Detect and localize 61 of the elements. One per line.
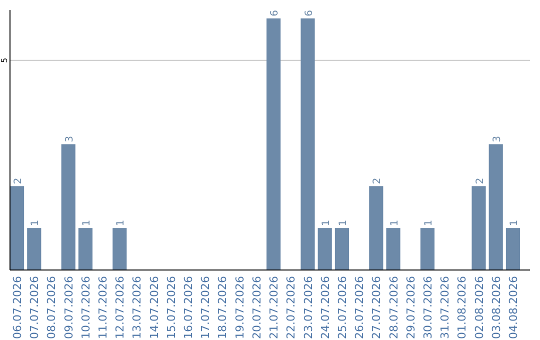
x-tick-label: 15.07.2026 (164, 276, 178, 339)
data-label: 1 (30, 220, 42, 226)
bar (112, 228, 127, 270)
x-tick-label: 02.08.2026 (472, 276, 486, 339)
data-label: 1 (389, 220, 400, 226)
data-label: 1 (320, 220, 332, 226)
x-tick-label: 30.07.2026 (421, 276, 434, 339)
y-tick-label: 5 (0, 58, 9, 63)
x-tick-label: 21.07.2026 (268, 276, 281, 339)
x-tick-label: 25.07.2026 (336, 276, 349, 339)
data-label: 3 (64, 136, 76, 142)
data-label: 3 (492, 136, 503, 142)
data-label: 6 (304, 10, 315, 16)
x-tick-label: 29.07.2026 (404, 276, 418, 339)
bar (27, 228, 42, 270)
bar (300, 18, 315, 270)
x-tick-label: 07.07.2026 (28, 276, 42, 339)
x-tick-label: 03.08.2026 (490, 276, 503, 339)
data-label: 1 (81, 220, 92, 226)
x-tick-label: 23.07.2026 (302, 276, 315, 339)
x-tick-label: 09.07.2026 (62, 276, 76, 339)
bar (369, 186, 384, 270)
x-tick-label: 10.07.2026 (79, 276, 92, 339)
bar (386, 228, 400, 270)
x-tick-label: 24.07.2026 (318, 276, 332, 339)
x-tick-label: 18.07.2026 (216, 276, 230, 339)
x-tick-label: 22.07.2026 (284, 276, 298, 339)
x-tick-label: 06.07.2026 (11, 276, 24, 339)
data-label: 1 (423, 220, 434, 226)
x-tick-label: 16.07.2026 (182, 276, 196, 339)
data-label: 2 (13, 178, 24, 184)
x-tick-label: 11.07.2026 (96, 276, 110, 339)
x-tick-label: 17.07.2026 (199, 276, 212, 339)
x-tick-label: 31.07.2026 (438, 276, 452, 339)
bar (420, 228, 434, 270)
x-tick-label: 01.08.2026 (456, 276, 469, 339)
bar (506, 228, 520, 270)
bar (334, 228, 349, 270)
data-label: 1 (338, 220, 349, 226)
x-tick-label: 14.07.2026 (148, 276, 161, 339)
data-label: 2 (372, 178, 384, 184)
data-label: 1 (116, 220, 127, 226)
x-tick-label: 04.08.2026 (506, 276, 520, 339)
bar (10, 186, 24, 270)
x-tick-label: 27.07.2026 (370, 276, 384, 339)
x-tick-label: 12.07.2026 (114, 276, 127, 339)
bar (61, 144, 76, 270)
bar (488, 144, 503, 270)
x-tick-label: 13.07.2026 (130, 276, 144, 339)
x-tick-label: 19.07.2026 (233, 276, 246, 339)
data-label: 6 (270, 10, 281, 16)
x-tick-label: 08.07.2026 (45, 276, 58, 339)
x-tick-label: 20.07.2026 (250, 276, 264, 339)
bar (78, 228, 92, 270)
bar (266, 18, 281, 270)
data-label: 1 (508, 220, 520, 226)
x-tick-label: 26.07.2026 (353, 276, 366, 339)
data-label: 2 (474, 178, 486, 184)
bar (472, 186, 486, 270)
bar (318, 228, 332, 270)
x-tick-label: 28.07.2026 (387, 276, 400, 339)
